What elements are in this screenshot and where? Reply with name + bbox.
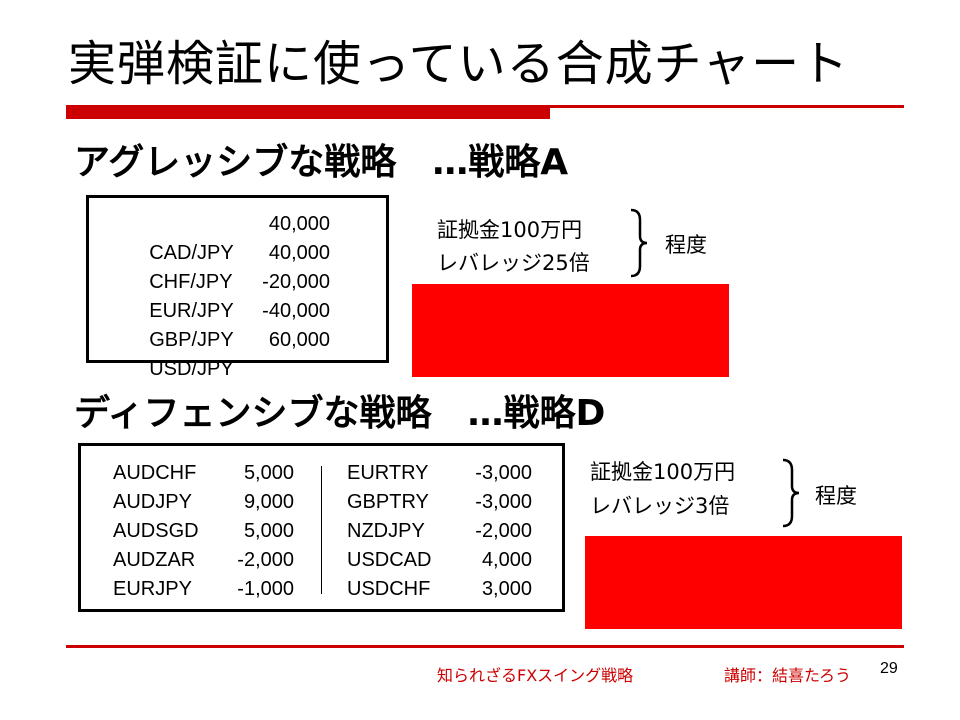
pair-symbol: AUDJPY — [113, 491, 192, 513]
pair-amount: 5,000 — [243, 520, 294, 542]
pair-amount: -3,000 — [475, 491, 532, 513]
strategy-a-margin-note: 証拠金100万円 — [437, 218, 583, 242]
pair-symbol: AUDCHF — [113, 462, 197, 484]
pair-amount: -3,000 — [475, 462, 532, 484]
pair-symbol: CAD/JPY — [149, 242, 234, 264]
pair-amount: 5,000 — [243, 462, 294, 484]
strategy-d-leverage-note: レバレッジ3倍 — [590, 494, 730, 518]
pair-row: CHF/JPY — [127, 239, 233, 326]
pair-symbol: EURJPY — [113, 578, 192, 600]
footer-instructor: 講師：結喜たろう — [724, 666, 852, 685]
strategy-d-heading: ディフェンシブな戦略 …戦略D — [74, 393, 606, 434]
slide-title: 実弾検証に使っている合成チャート — [68, 36, 850, 92]
pair-amount: -2,000 — [237, 549, 294, 571]
strategy-a-brace-icon — [630, 208, 648, 278]
strategy-a-leverage-note: レバレッジ25倍 — [437, 251, 590, 275]
pair-row: USD/JPY — [127, 326, 234, 413]
pair-symbol: NZDJPY — [347, 520, 425, 542]
pair-amount: -20,000 — [262, 271, 330, 293]
pair-symbol: USD/JPY — [149, 358, 234, 380]
footer-rule — [66, 645, 904, 648]
strategy-d-margin-note: 証拠金100万円 — [590, 460, 736, 484]
page-number: 29 — [880, 660, 898, 677]
pair-row: CAD/JPY — [127, 210, 234, 297]
pair-symbol: EUR/JPY — [149, 300, 234, 322]
pair-symbol: AUDSGD — [113, 520, 199, 542]
pair-amount: 40,000 — [268, 242, 330, 264]
pair-symbol: USDCAD — [347, 549, 432, 571]
pair-amount: 3,000 — [481, 578, 532, 600]
pair-row: GBP/JPY — [127, 297, 234, 384]
column-divider — [321, 466, 322, 594]
title-underline-thick — [66, 105, 550, 119]
pair-symbol: CHF/JPY — [149, 271, 233, 293]
pair-amount: -40,000 — [262, 300, 330, 322]
pair-symbol: USDCHF — [347, 578, 431, 600]
pair-amount: 4,000 — [481, 549, 532, 571]
pair-amount: 40,000 — [268, 213, 330, 235]
pair-symbol: GBP/JPY — [149, 329, 234, 351]
pair-symbol: EURTRY — [347, 462, 429, 484]
strategy-a-approx-label: 程度 — [665, 233, 707, 257]
strategy-d-brace-icon — [782, 458, 800, 528]
pair-amount: -1,000 — [237, 578, 294, 600]
footer-course-title: 知られざるFXスイング戦略 — [437, 666, 634, 685]
pair-amount: -2,000 — [475, 520, 532, 542]
strategy-a-chart-placeholder — [412, 284, 729, 377]
pair-amount: 60,000 — [268, 329, 330, 351]
strategy-d-approx-label: 程度 — [815, 484, 857, 508]
strategy-d-chart-placeholder — [585, 536, 902, 629]
pair-amount: 9,000 — [243, 491, 294, 513]
strategy-a-heading: アグレッシブな戦略 …戦略A — [74, 142, 569, 183]
pair-symbol: AUDZAR — [113, 549, 196, 571]
pair-row: EUR/JPY — [127, 268, 234, 355]
strategy-a-pairs-box: CAD/JPY CHF/JPY EUR/JPY GBP/JPY USD/JPY … — [86, 195, 389, 380]
strategy-d-pairs-box — [78, 443, 565, 612]
pair-symbol: GBPTRY — [347, 491, 429, 513]
